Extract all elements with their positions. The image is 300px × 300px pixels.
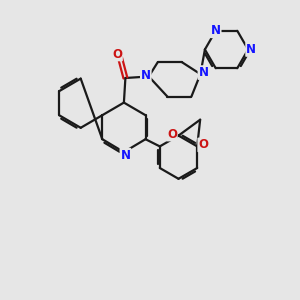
Text: O: O	[198, 138, 208, 152]
Text: N: N	[141, 68, 151, 82]
Text: N: N	[120, 148, 130, 162]
Text: O: O	[112, 47, 122, 61]
Text: N: N	[198, 66, 208, 79]
Text: N: N	[246, 43, 256, 56]
Text: O: O	[167, 128, 177, 141]
Text: N: N	[211, 24, 221, 37]
